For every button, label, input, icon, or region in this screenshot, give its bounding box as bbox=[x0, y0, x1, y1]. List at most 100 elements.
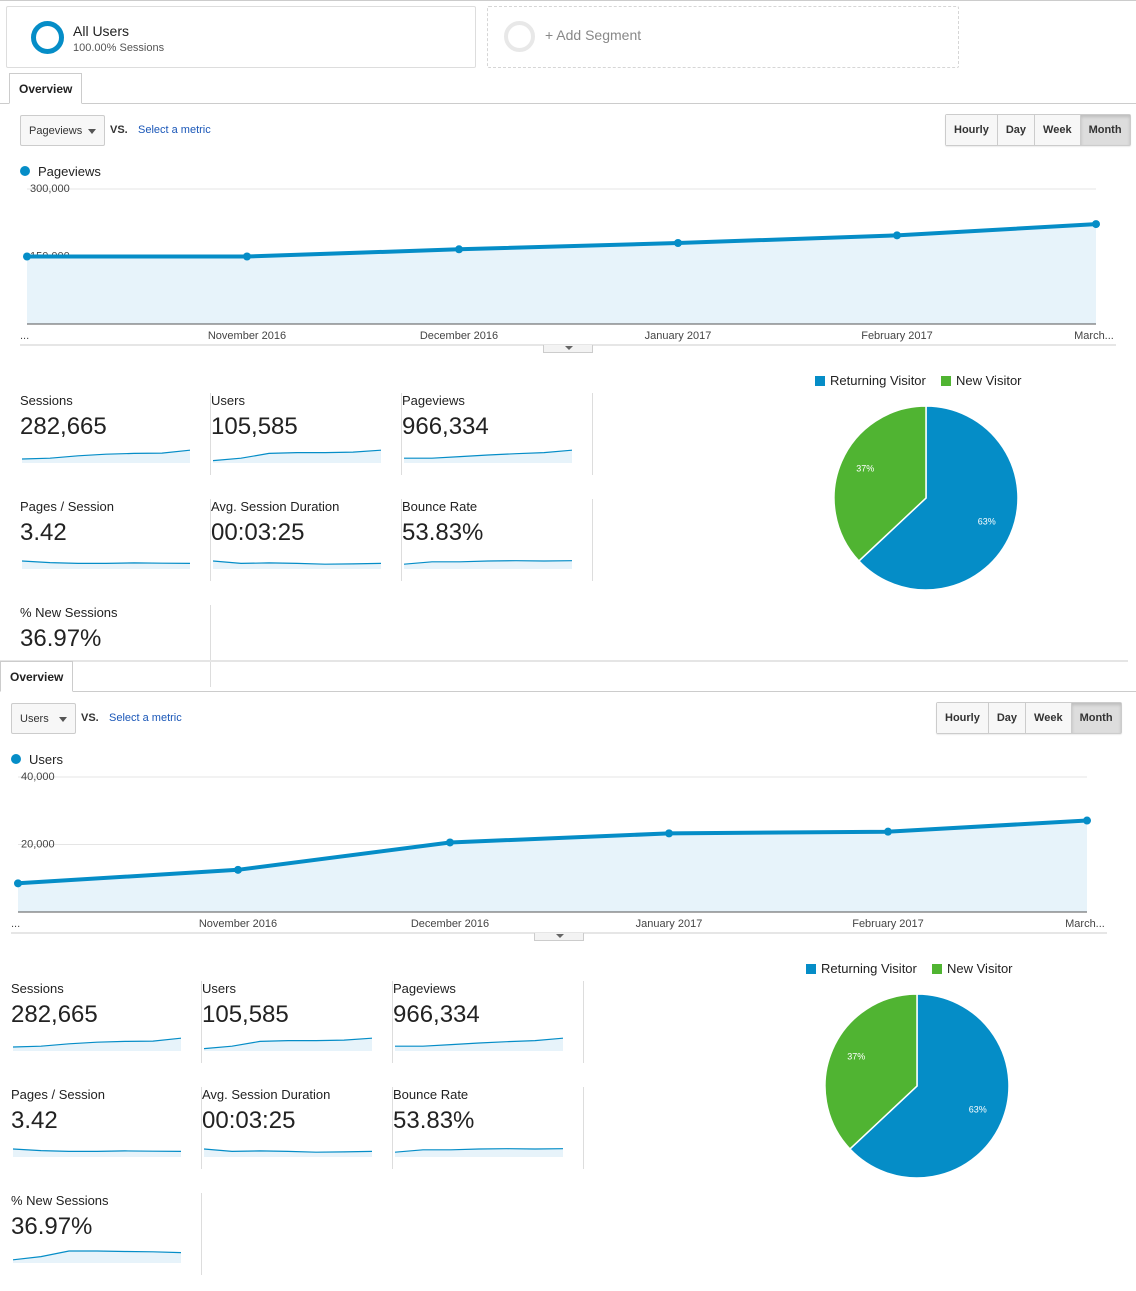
segment-subtitle: 100.00% Sessions bbox=[73, 42, 165, 54]
select-metric-link[interactable]: Select a metric bbox=[109, 712, 182, 724]
day-button[interactable]: Day bbox=[988, 703, 1027, 733]
pie-slice-label: 63% bbox=[978, 516, 996, 526]
data-point[interactable] bbox=[446, 838, 454, 847]
scorecard-label: Sessions bbox=[20, 393, 73, 408]
scorecard-label: Users bbox=[202, 981, 236, 996]
new-swatch bbox=[941, 375, 951, 386]
y-tick-label: 20,000 bbox=[21, 839, 55, 851]
sparkline-line bbox=[204, 1148, 372, 1153]
sparkline-area bbox=[395, 1148, 563, 1157]
segment-all-users[interactable]: All Users 100.00% Sessions bbox=[6, 6, 476, 68]
pie-slice-label: 37% bbox=[847, 1052, 865, 1062]
collapse-chart-toggle[interactable] bbox=[534, 933, 584, 941]
sparkline-line bbox=[13, 1148, 181, 1152]
hourly-button[interactable]: Hourly bbox=[937, 703, 989, 733]
sparkline-line bbox=[395, 1037, 563, 1047]
add-segment-button[interactable]: + Add Segment bbox=[487, 6, 959, 68]
scorecard-bounce-rate[interactable]: Bounce Rate 53.83% bbox=[393, 1087, 584, 1169]
metric-dropdown[interactable]: Users bbox=[11, 703, 76, 734]
data-point[interactable] bbox=[1083, 816, 1091, 825]
data-point[interactable] bbox=[1092, 220, 1100, 229]
month-button[interactable]: Month bbox=[1071, 703, 1121, 733]
scorecard-value: 282,665 bbox=[11, 1001, 98, 1028]
pie-legend-new: New Visitor bbox=[932, 961, 1013, 976]
add-segment-label: + Add Segment bbox=[545, 27, 642, 43]
sparkline bbox=[395, 1037, 563, 1051]
scorecard-pageviews[interactable]: Pageviews 966,334 bbox=[393, 981, 584, 1063]
scorecard-label: % New Sessions bbox=[11, 1193, 109, 1208]
scorecard-value: 00:03:25 bbox=[202, 1107, 296, 1134]
vs-label: VS. bbox=[81, 712, 99, 724]
scorecard-new-sessions[interactable]: % New Sessions 36.97% bbox=[20, 605, 211, 687]
tab-overview[interactable]: Overview bbox=[9, 73, 82, 104]
scorecard-avg-session-duration[interactable]: Avg. Session Duration 00:03:25 bbox=[211, 499, 402, 581]
select-metric-link[interactable]: Select a metric bbox=[138, 124, 211, 136]
week-button[interactable]: Week bbox=[1035, 115, 1081, 145]
sparkline bbox=[22, 560, 190, 569]
scorecard-pageviews[interactable]: Pageviews 966,334 bbox=[402, 393, 593, 475]
series-line bbox=[17, 818, 1088, 886]
collapse-chart-toggle[interactable] bbox=[543, 345, 593, 353]
time-granularity-buttons: Hourly Day Week Month bbox=[936, 702, 1122, 734]
scorecard-label: Bounce Rate bbox=[402, 499, 478, 514]
time-granularity-buttons: Hourly Day Week Month bbox=[945, 114, 1131, 146]
sparkline-area bbox=[22, 450, 190, 463]
scorecard-sessions[interactable]: Sessions 282,665 bbox=[20, 393, 211, 475]
scorecard-value: 36.97% bbox=[20, 625, 102, 652]
week-button[interactable]: Week bbox=[1026, 703, 1072, 733]
data-point[interactable] bbox=[23, 252, 31, 261]
data-point[interactable] bbox=[455, 245, 463, 254]
scorecard-label: Pages / Session bbox=[20, 499, 114, 514]
scorecard-users[interactable]: Users 105,585 bbox=[202, 981, 393, 1063]
data-point[interactable] bbox=[674, 239, 682, 247]
scorecard-value: 00:03:25 bbox=[211, 519, 305, 546]
pie-slice[interactable] bbox=[824, 993, 918, 1151]
scorecard-new-sessions[interactable]: % New Sessions 36.97% bbox=[11, 1193, 202, 1275]
scorecard-pages-session[interactable]: Pages / Session 3.42 bbox=[11, 1087, 202, 1169]
empty-segment-ring-icon bbox=[504, 21, 535, 52]
scorecard-pages-session[interactable]: Pages / Session 3.42 bbox=[20, 499, 211, 581]
scorecard-value: 3.42 bbox=[20, 519, 67, 546]
sparkline bbox=[22, 449, 190, 463]
scorecard-value: 3.42 bbox=[11, 1107, 58, 1134]
scorecard-bounce-rate[interactable]: Bounce Rate 53.83% bbox=[402, 499, 593, 581]
pie-slice[interactable] bbox=[857, 405, 1019, 591]
data-point[interactable] bbox=[234, 865, 242, 874]
scorecard-value: 105,585 bbox=[202, 1001, 289, 1028]
pie-legend-label: New Visitor bbox=[947, 961, 1013, 976]
metric-dropdown[interactable]: Pageviews bbox=[20, 115, 105, 146]
pie-chart-visitor-type: 63% 37% bbox=[824, 993, 1010, 1179]
data-point[interactable] bbox=[14, 879, 22, 888]
hourly-button[interactable]: Hourly bbox=[946, 115, 998, 145]
tab-overview[interactable]: Overview bbox=[0, 661, 73, 692]
scorecard-users[interactable]: Users 105,585 bbox=[211, 393, 402, 475]
scorecard-label: Pageviews bbox=[393, 981, 456, 996]
pie-legend-label: Returning Visitor bbox=[821, 961, 917, 976]
pie-slice-label: 63% bbox=[969, 1104, 987, 1114]
data-point[interactable] bbox=[884, 827, 892, 836]
segment-ring-icon bbox=[31, 21, 64, 54]
scorecard-avg-session-duration[interactable]: Avg. Session Duration 00:03:25 bbox=[202, 1087, 393, 1169]
segment-title: All Users bbox=[73, 23, 130, 39]
scorecard-sessions[interactable]: Sessions 282,665 bbox=[11, 981, 202, 1063]
pie-legend-label: New Visitor bbox=[956, 373, 1022, 388]
new-swatch bbox=[932, 963, 942, 974]
panel-separator bbox=[0, 660, 1128, 662]
sparkline-line bbox=[213, 560, 381, 565]
scorecard-value: 105,585 bbox=[211, 413, 298, 440]
day-button[interactable]: Day bbox=[997, 115, 1036, 145]
scorecard-value: 966,334 bbox=[393, 1001, 480, 1028]
pie-legend-new: New Visitor bbox=[941, 373, 1022, 388]
data-point[interactable] bbox=[893, 231, 901, 240]
pie-slice[interactable] bbox=[848, 993, 1010, 1179]
pie-legend-label: Returning Visitor bbox=[830, 373, 926, 388]
pie-slice[interactable] bbox=[833, 405, 927, 563]
x-tick-label: January 2017 bbox=[645, 330, 712, 342]
sparkline-line bbox=[13, 1250, 181, 1261]
scorecard-label: Pages / Session bbox=[11, 1087, 105, 1102]
data-point[interactable] bbox=[665, 829, 673, 838]
month-button[interactable]: Month bbox=[1080, 115, 1130, 145]
data-point[interactable] bbox=[243, 252, 251, 261]
series-line bbox=[27, 222, 1097, 259]
sparkline-line bbox=[404, 449, 572, 459]
